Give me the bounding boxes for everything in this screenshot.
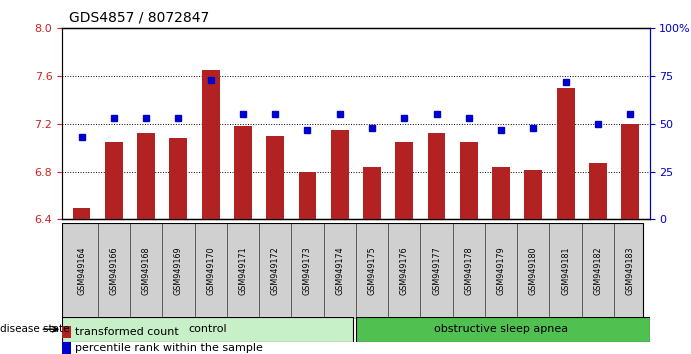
Text: GSM949177: GSM949177 <box>432 246 441 295</box>
Text: GSM949170: GSM949170 <box>206 246 215 295</box>
Text: GSM949181: GSM949181 <box>561 246 570 295</box>
Bar <box>557 88 574 219</box>
Bar <box>62 342 71 354</box>
Bar <box>356 317 650 342</box>
Text: obstructive sleep apnea: obstructive sleep apnea <box>434 324 568 334</box>
Text: control: control <box>188 324 227 334</box>
Text: GSM949178: GSM949178 <box>464 246 473 295</box>
Text: percentile rank within the sample: percentile rank within the sample <box>75 343 263 353</box>
Text: GSM949180: GSM949180 <box>529 246 538 295</box>
Text: transformed count: transformed count <box>75 327 178 337</box>
Bar <box>460 142 477 219</box>
Bar <box>589 163 607 219</box>
Text: GSM949182: GSM949182 <box>594 246 603 295</box>
Bar <box>138 133 155 219</box>
Bar <box>492 167 510 219</box>
Bar <box>105 142 123 219</box>
Text: GSM949175: GSM949175 <box>368 246 377 295</box>
Bar <box>428 133 446 219</box>
Bar <box>395 142 413 219</box>
Text: GSM949179: GSM949179 <box>497 246 506 295</box>
Text: GSM949174: GSM949174 <box>335 246 344 295</box>
Text: GSM949173: GSM949173 <box>303 246 312 295</box>
Text: GSM949176: GSM949176 <box>400 246 409 295</box>
Bar <box>73 207 91 219</box>
Bar <box>234 126 252 219</box>
Bar <box>169 138 187 219</box>
Text: GSM949168: GSM949168 <box>142 246 151 295</box>
Bar <box>331 130 348 219</box>
Text: GSM949183: GSM949183 <box>625 246 634 295</box>
Bar <box>621 124 639 219</box>
Bar <box>266 136 284 219</box>
Text: GDS4857 / 8072847: GDS4857 / 8072847 <box>69 11 209 25</box>
Text: disease state: disease state <box>0 324 70 334</box>
Text: GSM949171: GSM949171 <box>238 246 247 295</box>
Bar <box>62 317 352 342</box>
Text: GSM949169: GSM949169 <box>174 246 183 295</box>
Bar <box>524 171 542 219</box>
Text: GSM949166: GSM949166 <box>109 246 118 295</box>
Bar <box>299 172 316 219</box>
Text: GSM949164: GSM949164 <box>77 246 86 295</box>
Bar <box>62 326 71 338</box>
Bar <box>202 70 220 219</box>
Bar <box>363 167 381 219</box>
Text: GSM949172: GSM949172 <box>271 246 280 295</box>
